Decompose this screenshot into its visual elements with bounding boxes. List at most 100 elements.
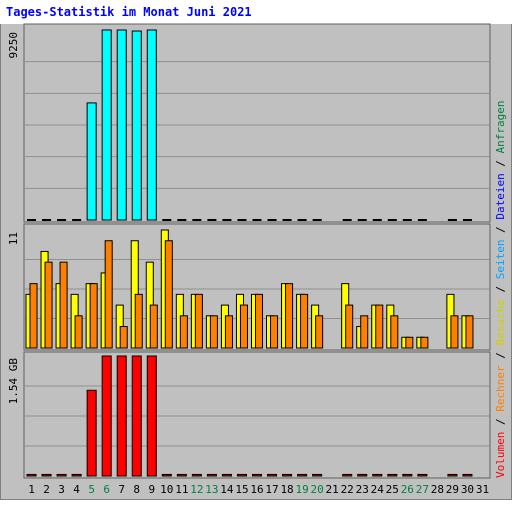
bar-anfragen-anfragen-18 [282,219,292,221]
x-label-21: 21 [326,483,339,496]
bar-anfragen-anfragen-23 [357,219,367,221]
y-max-label-volumen: 1.54 GB [7,358,20,405]
bar-besuche-rechner-22 [345,304,354,349]
bar-anfragen-anfragen-15 [237,219,247,221]
bar-besuche-rechner-10 [164,240,173,349]
x-label-24: 24 [371,483,385,496]
panel-volumen: 1.54 GB [7,351,491,479]
bar-anfragen-anfragen-30 [462,219,472,221]
x-label-3: 3 [58,483,65,496]
bar-volumen-volumen-27 [417,473,428,477]
y-max-label-anfragen: 9250 [7,32,20,59]
bar-besuche-rechner-1 [29,283,38,349]
bar-anfragen-anfragen-27 [417,219,427,221]
bar-volumen-volumen-9 [146,355,157,477]
bar-besuche-rechner-24 [375,304,384,349]
x-label-31: 31 [476,483,489,496]
bar-anfragen-anfragen-13 [207,219,217,221]
bar-anfragen-anfragen-14 [222,219,232,221]
bar-besuche-rechner-17 [270,315,279,349]
bar-besuche-rechner-14 [224,315,233,349]
bar-besuche-rechner-12 [194,293,203,349]
bar-anfragen-anfragen-11 [177,219,187,221]
bar-besuche-rechner-27 [420,336,429,349]
x-label-15: 15 [235,483,248,496]
x-label-29: 29 [446,483,459,496]
x-label-20: 20 [311,483,324,496]
legend-separator: / [494,153,507,173]
bar-volumen-volumen-30 [462,473,473,477]
bar-volumen-volumen-24 [372,473,383,477]
bar-anfragen-anfragen-4 [72,219,82,221]
bar-besuche-rechner-7 [119,326,128,349]
x-label-16: 16 [250,483,263,496]
bar-anfragen-anfragen-6 [101,29,112,221]
bar-volumen-volumen-16 [251,473,263,477]
x-label-9: 9 [148,483,155,496]
bar-besuche-rechner-3 [59,261,68,349]
bar-besuche-rechner-2 [44,261,53,349]
x-label-25: 25 [386,483,399,496]
bar-volumen-volumen-14 [221,473,232,477]
panel-anfragen: 9250 [7,23,491,223]
bar-volumen-volumen-8 [131,355,142,477]
legend-dateien: Dateien [494,173,507,219]
bar-volumen-volumen-1 [26,473,37,477]
bar-volumen-volumen-10 [161,473,172,477]
bar-volumen-volumen-15 [236,473,247,477]
x-label-10: 10 [160,483,173,496]
x-label-26: 26 [401,483,414,496]
bar-besuche-rechner-29 [450,315,459,349]
bar-anfragen-anfragen-5 [86,102,97,221]
bar-volumen-volumen-23 [357,473,368,477]
bar-anfragen-anfragen-12 [192,219,202,221]
bar-volumen-volumen-20 [312,473,323,477]
x-label-14: 14 [220,483,234,496]
bar-besuche-rechner-15 [239,304,248,349]
bar-anfragen-anfragen-24 [372,219,382,221]
chart-panels: 9250 11 1.54 GB [7,23,491,479]
bar-anfragen-anfragen-16 [252,219,262,221]
bar-anfragen-anfragen-20 [312,219,322,221]
bar-anfragen-anfragen-26 [402,219,412,221]
bar-volumen-volumen-4 [71,473,82,477]
bar-besuche-rechner-18 [285,283,294,349]
bar-volumen-volumen-26 [402,473,413,477]
bar-besuche-rechner-26 [405,336,414,349]
legend-separator: / [494,346,507,366]
bar-volumen-volumen-19 [297,473,308,477]
x-axis-labels: 1 2 3 4 5 6 7 8 9 10 11 12 13 14 15 16 17 18 19 20 21 22 23 24 2… [28,483,489,496]
legend-volumen: Volumen [494,432,507,478]
x-label-18: 18 [280,483,293,496]
bar-anfragen-anfragen-22 [342,219,352,221]
bar-anfragen-anfragen-25 [387,219,397,221]
x-label-22: 22 [341,483,354,496]
bar-besuche-rechner-4 [74,315,83,349]
bar-anfragen-anfragen-10 [162,219,172,221]
x-label-30: 30 [461,483,474,496]
bar-besuche-rechner-25 [390,315,399,349]
bar-volumen-volumen-11 [176,473,187,477]
bar-anfragen-anfragen-7 [116,29,127,221]
bar-besuche-rechner-16 [254,293,264,349]
bar-volumen-volumen-29 [447,473,458,477]
bar-anfragen-anfragen-8 [131,30,142,221]
bar-anfragen-anfragen-29 [447,219,457,221]
panel-besuche: 11 [7,223,491,351]
x-label-7: 7 [118,483,125,496]
x-label-4: 4 [73,483,80,496]
bar-besuche-rechner-19 [300,293,309,349]
bar-anfragen-anfragen-19 [297,219,307,221]
x-label-28: 28 [431,483,444,496]
legend-separator: / [494,220,507,240]
bar-besuche-rechner-6 [104,240,113,349]
x-label-2: 2 [43,483,50,496]
x-label-6: 6 [103,483,110,496]
bar-anfragen-anfragen-2 [42,219,52,221]
x-label-12: 12 [190,483,203,496]
legend-separator: / [494,412,507,432]
legend-besuche: Besuche [494,299,507,345]
bar-volumen-volumen-7 [116,355,127,477]
bar-volumen-volumen-3 [56,473,67,477]
